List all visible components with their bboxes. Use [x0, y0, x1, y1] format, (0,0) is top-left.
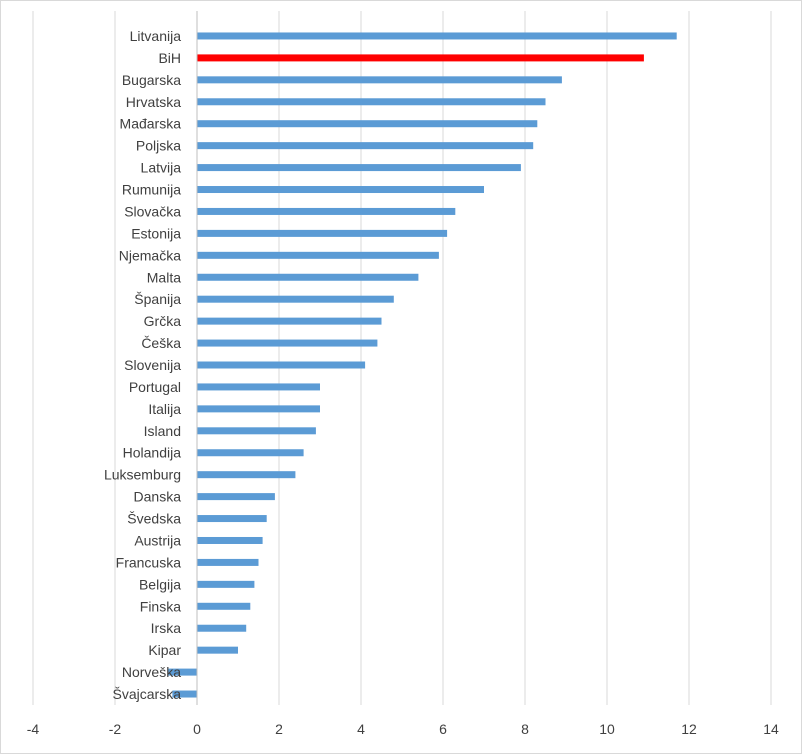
bars [168, 32, 677, 698]
bar-18 [197, 405, 320, 413]
category-label: Irska [151, 620, 182, 636]
category-label: Slovenija [124, 357, 181, 373]
category-label: Rumunija [122, 182, 181, 198]
bar-7 [197, 164, 521, 172]
bar-9 [197, 207, 456, 215]
bar-25 [197, 558, 259, 566]
category-label: Island [144, 423, 181, 439]
bar-30 [168, 668, 197, 676]
category-label: Danska [134, 489, 182, 505]
x-tick-label: 6 [439, 721, 447, 737]
category-label: Švajcarska [113, 686, 182, 702]
category-label: Latvija [141, 160, 182, 176]
bar-3 [197, 76, 562, 84]
x-tick-label: 2 [275, 721, 283, 737]
x-tick-labels: -4 -2 0 2 4 6 8 10 12 14 [27, 721, 779, 737]
bar-19 [197, 427, 316, 435]
x-tick-label: 14 [763, 721, 779, 737]
category-label: Luksemburg [104, 467, 181, 483]
category-label: Bugarska [122, 72, 181, 88]
bar-27 [197, 602, 251, 610]
x-tick-label: -4 [27, 721, 40, 737]
category-label: Njemačka [119, 247, 181, 263]
category-label: Poljska [136, 138, 181, 154]
bar-24 [197, 536, 263, 544]
bar-8 [197, 186, 484, 194]
x-tick-label: -2 [109, 721, 122, 737]
category-labels: Litvanija BiH Bugarska Hrvatska Mađarska Polj… [104, 28, 181, 702]
category-label: Španija [134, 291, 181, 307]
bar-31 [172, 690, 197, 698]
category-label: Holandija [123, 445, 182, 461]
category-label: Slovačka [124, 203, 181, 219]
category-label: Grčka [144, 313, 182, 329]
x-tick-label: 0 [193, 721, 201, 737]
bar-4 [197, 98, 546, 106]
category-label: BiH [158, 50, 181, 66]
category-label: Kipar [148, 642, 181, 658]
bar-14 [197, 317, 382, 325]
category-label: Estonija [131, 225, 181, 241]
bar-5 [197, 120, 538, 128]
category-label: Češka [141, 335, 181, 351]
bar-17 [197, 383, 320, 391]
category-label: Hrvatska [126, 94, 181, 110]
bar-20 [197, 449, 304, 457]
bar-10 [197, 229, 448, 237]
x-tick-label: 8 [521, 721, 529, 737]
bar-29 [197, 646, 238, 654]
category-label: Austrija [134, 532, 181, 548]
bar-11 [197, 251, 439, 259]
bar-16 [197, 361, 366, 369]
bar-22 [197, 493, 275, 501]
category-label: Finska [140, 598, 181, 614]
bar-23 [197, 515, 267, 523]
bar-26 [197, 580, 255, 588]
bar-21 [197, 471, 296, 479]
category-label: Norveška [122, 664, 181, 680]
category-label: Italija [148, 401, 181, 417]
category-label: Malta [147, 269, 181, 285]
category-label: Francuska [116, 554, 182, 570]
bar-12 [197, 273, 419, 281]
category-label: Litvanija [130, 28, 182, 44]
bar-13 [197, 295, 394, 303]
bar-15 [197, 339, 378, 347]
category-label: Švedska [127, 511, 181, 527]
x-tick-label: 10 [599, 721, 615, 737]
x-tick-label: 4 [357, 721, 365, 737]
category-label: Portugal [129, 379, 181, 395]
category-label: Belgija [139, 576, 181, 592]
bar-1 [197, 32, 677, 40]
bar-28 [197, 624, 247, 632]
category-label: Mađarska [120, 116, 182, 132]
x-tick-label: 12 [681, 721, 697, 737]
bar-2 [197, 54, 644, 62]
bar-6 [197, 142, 534, 150]
